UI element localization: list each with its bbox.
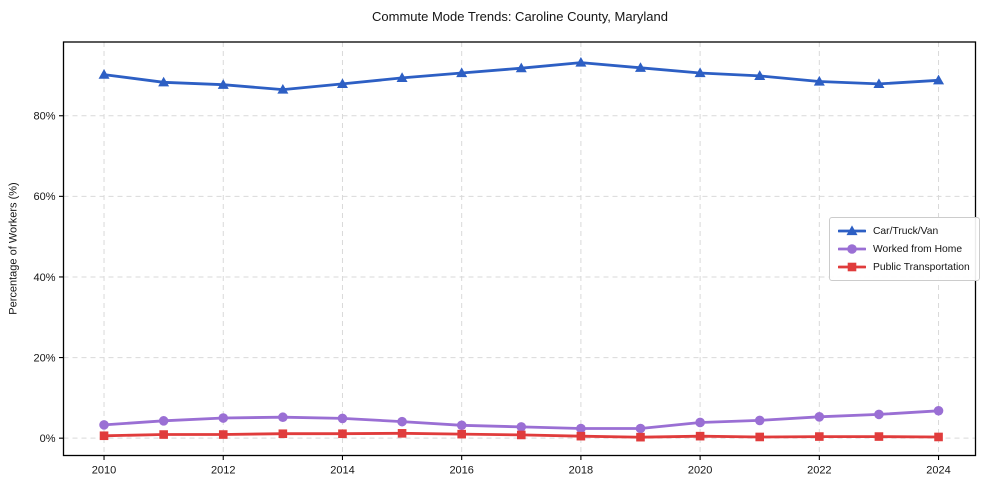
- data-point-public-transportation: [516, 430, 526, 440]
- data-point-public-transportation: [934, 432, 943, 442]
- legend-label: Public Transportation: [873, 261, 970, 273]
- x-tick-label: 2012: [211, 465, 235, 477]
- data-point-car-truck-van: [396, 72, 408, 82]
- data-point-worked-from-home: [456, 420, 467, 431]
- data-point-worked-from-home: [158, 416, 169, 426]
- data-point-worked-from-home: [754, 415, 765, 426]
- data-point-worked-from-home: [933, 405, 944, 416]
- data-point-public-transportation: [338, 429, 347, 439]
- y-tick-label: 80%: [33, 111, 55, 123]
- data-point-car-truck-van: [277, 83, 289, 94]
- data-point-worked-from-home: [814, 412, 825, 422]
- data-point-worked-from-home: [695, 417, 705, 428]
- x-tick-label: 2020: [688, 465, 712, 477]
- data-point-car-truck-van: [515, 62, 527, 73]
- x-tick-label: 2010: [92, 465, 116, 477]
- data-point-public-transportation: [99, 431, 109, 441]
- data-point-public-transportation: [695, 431, 705, 441]
- chart-title: Commute Mode Trends: Caroline County, Ma…: [372, 9, 668, 24]
- data-point-worked-from-home: [576, 423, 586, 434]
- data-point-car-truck-van: [873, 78, 885, 89]
- data-point-worked-from-home: [516, 422, 527, 432]
- data-point-car-truck-van: [635, 62, 647, 72]
- data-point-public-transportation: [218, 430, 228, 439]
- x-tick-label: 2016: [449, 465, 473, 477]
- data-point-worked-from-home: [278, 412, 288, 423]
- data-point-public-transportation: [278, 429, 288, 439]
- legend-label: Car/Truck/Van: [873, 225, 939, 237]
- data-point-car-truck-van: [813, 75, 825, 86]
- data-point-worked-from-home: [874, 409, 884, 420]
- data-point-worked-from-home: [99, 420, 109, 430]
- data-point-public-transportation: [636, 432, 645, 442]
- legend-item-car-truck-van: Car/Truck/Van: [838, 224, 970, 238]
- data-point-public-transportation: [159, 430, 168, 439]
- data-point-worked-from-home: [397, 416, 407, 427]
- data-point-public-transportation: [397, 429, 407, 438]
- x-tick-label: 2024: [926, 465, 950, 477]
- legend-label: Worked from Home: [873, 243, 963, 255]
- x-tick-label: 2022: [807, 465, 831, 477]
- data-point-worked-from-home: [635, 423, 646, 434]
- data-point-public-transportation: [457, 429, 466, 439]
- data-point-public-transportation: [815, 432, 824, 441]
- data-point-worked-from-home: [218, 413, 229, 423]
- data-point-car-truck-van: [754, 70, 766, 80]
- legend: Car/Truck/Van Worked from Home Public Tr…: [829, 217, 980, 281]
- legend-item-worked-from-home: Worked from Home: [838, 242, 970, 256]
- data-point-public-transportation: [755, 432, 765, 442]
- x-tick-label: 2014: [330, 465, 354, 477]
- data-point-worked-from-home: [337, 413, 348, 424]
- data-point-car-truck-van: [694, 67, 706, 78]
- x-tick-label: 2018: [569, 465, 593, 477]
- legend-marker-worked-from-home-icon: [838, 244, 866, 254]
- y-tick-label: 0%: [40, 433, 56, 445]
- data-point-car-truck-van: [217, 79, 229, 89]
- data-point-car-truck-van: [456, 67, 468, 78]
- data-point-public-transportation: [576, 431, 586, 441]
- legend-marker-car-truck-van: [846, 225, 858, 236]
- legend-marker-worked-from-home: [847, 244, 857, 254]
- data-point-car-truck-van: [336, 78, 348, 89]
- y-tick-label: 60%: [33, 191, 55, 203]
- data-point-public-transportation: [874, 432, 884, 441]
- legend-item-public-transportation: Public Transportation: [838, 260, 970, 274]
- y-tick-label: 40%: [33, 272, 55, 284]
- data-point-car-truck-van: [575, 56, 587, 67]
- data-point-car-truck-van: [158, 76, 170, 87]
- legend-marker-car-truck-van-icon: [838, 225, 866, 236]
- legend-marker-public-transportation-icon: [838, 262, 866, 272]
- legend-marker-public-transportation: [847, 262, 857, 272]
- data-point-car-truck-van: [98, 69, 110, 79]
- y-tick-label: 20%: [33, 352, 55, 364]
- data-point-car-truck-van: [933, 74, 945, 85]
